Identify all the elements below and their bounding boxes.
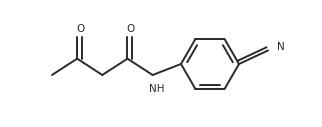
Text: O: O [76,24,85,34]
Text: NH: NH [149,84,165,94]
Text: N: N [277,42,285,52]
Text: O: O [127,24,135,34]
